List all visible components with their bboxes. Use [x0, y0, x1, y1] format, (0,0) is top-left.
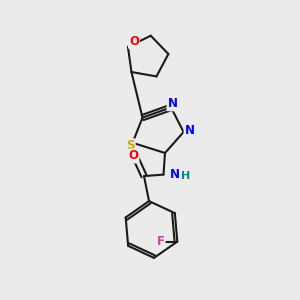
Text: F: F [157, 235, 164, 248]
Text: H: H [182, 171, 190, 181]
Text: O: O [128, 149, 139, 163]
Text: S: S [126, 139, 135, 152]
Text: N: N [184, 124, 195, 137]
Text: N: N [167, 97, 178, 110]
Text: O: O [129, 35, 139, 48]
Text: N: N [170, 167, 180, 181]
